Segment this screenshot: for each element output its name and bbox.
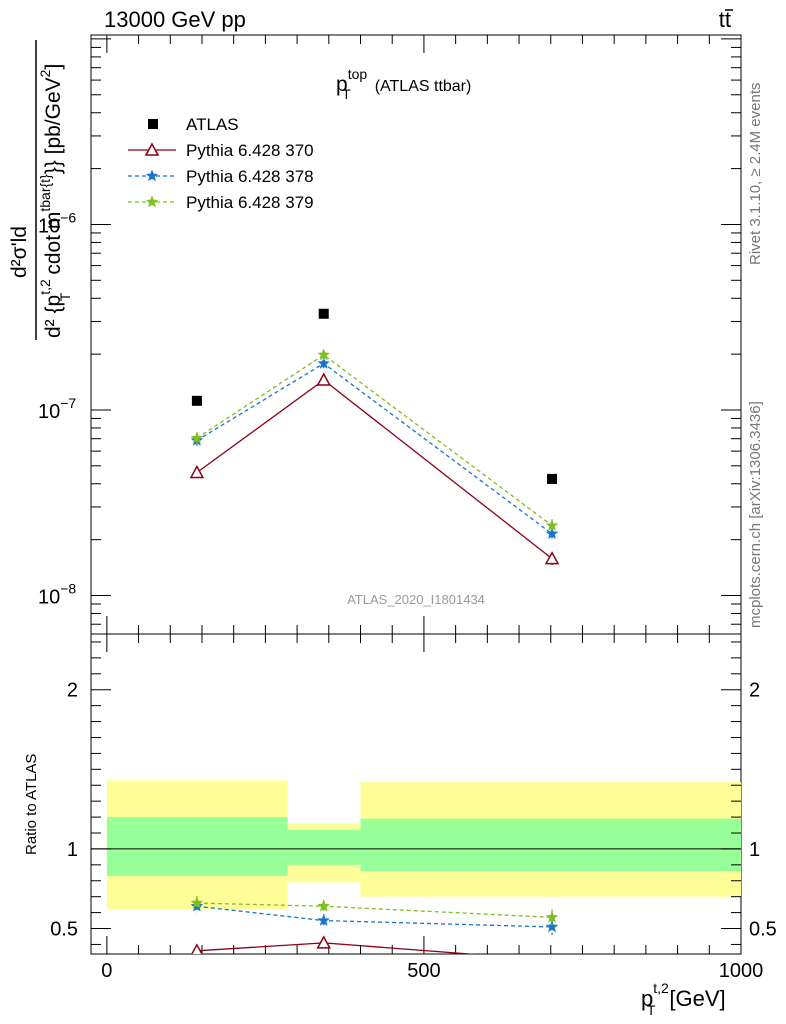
ratio-tick-label-left: 0.5	[50, 919, 78, 941]
star-marker	[190, 431, 204, 444]
legend-label-atlas: ATLAS	[186, 115, 239, 134]
star-marker	[145, 169, 159, 182]
ratio-series-group	[190, 895, 559, 926]
analysis-watermark: ATLAS_2020_I1801434	[347, 592, 485, 607]
star-marker	[545, 910, 559, 923]
star-marker	[317, 913, 331, 926]
series-line	[196, 354, 553, 527]
legend: ATLAS Pythia 6.428 370 Pythia 6.428 378 Pyt…	[128, 115, 314, 212]
triangle-marker	[144, 142, 160, 156]
triangle-marker	[316, 372, 331, 386]
star-marker	[545, 920, 559, 933]
x-tick-label: 0	[101, 960, 112, 982]
series-line	[196, 362, 553, 535]
ratio-series-group	[191, 935, 553, 954]
legend-marker-atlas	[148, 119, 158, 129]
legend-label: Pythia 6.428 370	[186, 141, 314, 160]
ratio-series-line	[196, 942, 478, 954]
ratio-band-inner	[106, 817, 288, 876]
atlas-data-point	[547, 473, 558, 484]
legend-label: Pythia 6.428 378	[186, 167, 314, 186]
ratio-y-label: Ratio to ATLAS	[23, 754, 40, 855]
x-axis-label: pt,2 T [GeV]	[641, 980, 726, 1018]
star-marker	[545, 527, 559, 540]
triangle-marker	[551, 952, 553, 954]
ratio-series	[190, 895, 559, 954]
star-marker	[317, 356, 331, 369]
main-y-ticks: 10−6 10−7 10−8	[38, 38, 741, 625]
mcplots-label: mcplots.cern.ch [arXiv:1306.3436]	[747, 401, 764, 628]
ratio-tick-label-left: 2	[67, 680, 78, 702]
atlas-data-point	[191, 395, 202, 406]
ratio-tick-label-right: 1	[749, 839, 760, 861]
y-label-denominator: d² {pt,2Tcdot mtbar{t}}} [pb/GeV2]	[37, 64, 73, 338]
ratio-tick-label-right: 0.5	[749, 919, 777, 941]
rivet-label: Rivet 3.1.10, ≥ 2.4M events	[747, 83, 764, 266]
triangle-marker	[191, 943, 203, 954]
ratio-tick-label-left: 1	[67, 839, 78, 861]
ratio-bands	[106, 780, 741, 910]
ratio-band-inner	[360, 818, 741, 872]
x-tick-label: 500	[407, 960, 440, 982]
triangle-marker	[544, 551, 560, 565]
y-axis-label: d²σ'ld d² {pt,2Tcdot mtbar{t}}} [pb/GeV2…	[8, 40, 73, 340]
y-tick-label: 10−8	[38, 580, 76, 608]
star-marker	[317, 348, 331, 361]
ratio-tick-label-right: 2	[749, 680, 760, 702]
x-tick-label: 1000	[719, 960, 764, 982]
channel-label: tt	[719, 7, 731, 32]
star-marker	[190, 896, 204, 909]
triangle-marker	[316, 935, 331, 949]
plot-title: ptop T (ATLAS ttbar)	[336, 66, 471, 102]
y-tick-label: 10−7	[38, 395, 76, 423]
atlas-data-points	[191, 308, 558, 484]
atlas-data-point	[318, 308, 329, 319]
ratio-band-inner	[287, 829, 361, 865]
ratio-y-ticks: 0.5 0.5 1 1 2 2	[50, 641, 777, 945]
legend-label: Pythia 6.428 379	[186, 193, 314, 212]
star-marker	[545, 518, 559, 532]
triangle-marker	[189, 464, 205, 479]
y-tick-label: 10−6	[38, 209, 76, 237]
main-series	[189, 348, 560, 565]
star-marker	[317, 899, 331, 912]
process-label: 13000 GeV pp	[104, 7, 246, 32]
star-marker	[145, 195, 159, 208]
series-line	[196, 379, 553, 560]
y-label-numerator: d²σ'ld	[8, 226, 31, 278]
x-ticks: 0 500 1000	[101, 35, 763, 982]
